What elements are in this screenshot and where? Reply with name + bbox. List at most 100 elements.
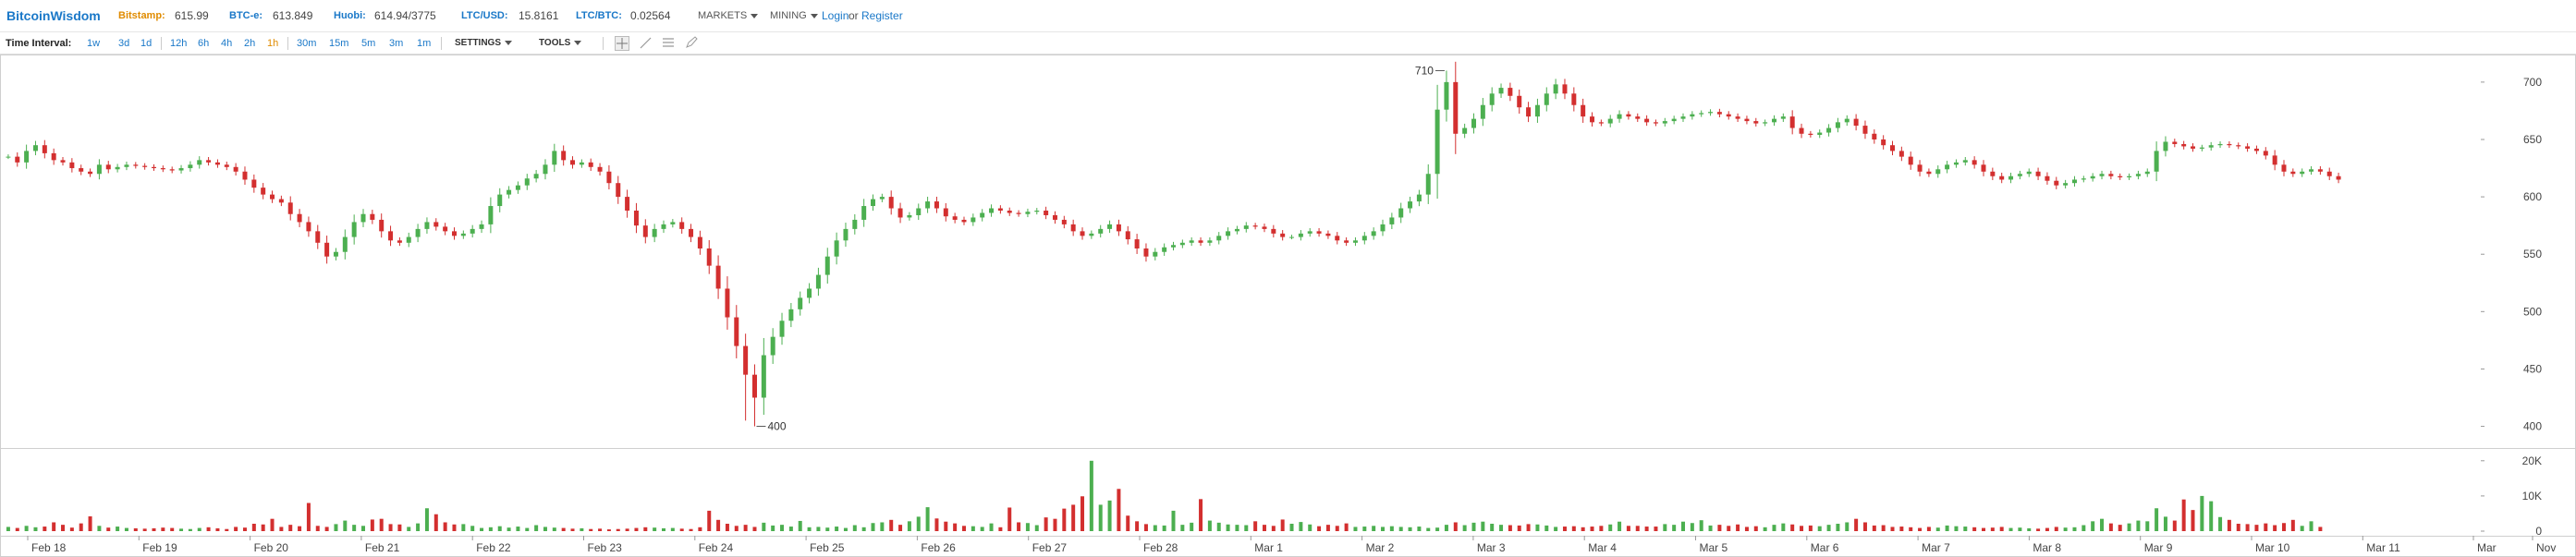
candle-body <box>1389 217 1395 224</box>
volume-bar <box>2300 526 2304 531</box>
candle-body <box>1990 171 1996 176</box>
horizontal-lines-icon <box>663 38 674 47</box>
candle-body <box>897 208 903 218</box>
candle-body <box>6 156 11 158</box>
pencil-tool-button[interactable] <box>685 36 700 51</box>
candle-body <box>1671 118 1677 122</box>
ticker-huobi-label[interactable]: Huobi: <box>334 10 366 21</box>
brand-logo[interactable]: BitcoinWisdom <box>6 8 101 23</box>
toolbar-divider <box>603 37 604 50</box>
mining-menu[interactable]: MINING <box>770 0 818 32</box>
volume-bar <box>1708 525 1713 531</box>
candle-body <box>1945 164 1950 170</box>
time-tick-label: Mar 5 <box>1700 541 1728 554</box>
line-tool-button[interactable] <box>639 36 653 51</box>
interval-12h[interactable]: 12h <box>170 38 188 49</box>
volume-bar <box>1017 522 1021 531</box>
candle-body <box>1234 228 1239 232</box>
volume-bar <box>1444 525 1448 531</box>
interval-3d[interactable]: 3d <box>118 38 130 49</box>
volume-bar <box>251 524 256 531</box>
interval-1h[interactable]: 1h <box>267 38 279 49</box>
candle-body <box>1189 240 1194 243</box>
candle-body <box>443 226 448 232</box>
candle-body <box>1735 116 1740 119</box>
volume-bar <box>1753 526 1758 531</box>
volume-bar <box>2155 508 2159 531</box>
interval-30m[interactable]: 30m <box>297 38 317 49</box>
interval-4h[interactable]: 4h <box>221 38 233 49</box>
volume-bar <box>780 525 785 531</box>
horizontal-lines-tool-button[interactable] <box>662 36 677 51</box>
ticker-ltcbtc-label[interactable]: LTC/BTC: <box>576 10 622 21</box>
candle-body <box>1690 114 1695 117</box>
interval-6h[interactable]: 6h <box>198 38 210 49</box>
candle-body <box>725 288 730 318</box>
chevron-down-icon <box>810 13 818 18</box>
candle-body <box>1881 139 1886 146</box>
volume-bar <box>33 527 38 531</box>
candle-body <box>1061 219 1067 224</box>
volume-bar <box>1344 523 1349 531</box>
volume-bar <box>643 527 648 531</box>
candle-body <box>1607 118 1613 124</box>
candle-body <box>2336 176 2341 180</box>
volume-bar <box>234 527 238 531</box>
volume-bar <box>616 528 620 531</box>
candle-body <box>989 208 995 213</box>
crosshair-tool-button[interactable] <box>615 36 629 51</box>
time-tick-label: Mar 1 <box>1254 541 1283 554</box>
volume-bar <box>898 525 903 531</box>
register-link[interactable]: Register <box>861 9 903 22</box>
volume-bar <box>2036 528 2041 531</box>
toolbar-divider <box>287 37 288 50</box>
ticker-ltcusd-label[interactable]: LTC/USD: <box>461 10 508 21</box>
interval-15m[interactable]: 15m <box>329 38 349 49</box>
volume-bar <box>1872 525 1876 531</box>
line-tool-icon <box>640 37 652 49</box>
volume-bar <box>1235 525 1239 531</box>
interval-5m[interactable]: 5m <box>361 38 376 49</box>
volume-bar <box>507 527 511 531</box>
volume-bar <box>534 525 539 531</box>
interval-1m[interactable]: 1m <box>417 38 432 49</box>
interval-1w[interactable]: 1w <box>87 38 101 49</box>
volume-bar <box>1918 527 1923 531</box>
candle-body <box>1016 212 1021 214</box>
candle-body <box>2017 174 2022 176</box>
volume-bar <box>152 527 156 531</box>
interval-1d[interactable]: 1d <box>140 38 153 49</box>
volume-bar <box>352 525 357 531</box>
volume-bar <box>1926 527 1931 531</box>
time-axis: Feb 18 Feb 19 Feb 20 Feb 21 Feb 22 Feb 23 Feb … <box>27 536 2556 554</box>
ticker-btce-label[interactable]: BTC-e: <box>229 10 263 21</box>
candle-body <box>51 152 56 161</box>
volume-bar <box>1699 520 1703 531</box>
volume-bar <box>1408 527 1412 531</box>
time-interval-label: Time Interval: <box>6 38 72 49</box>
interval-2h[interactable]: 2h <box>244 38 256 49</box>
volume-bar <box>2108 523 2113 531</box>
volume-bar <box>570 528 575 531</box>
volume-bar <box>1153 525 1157 531</box>
candle-body <box>1444 81 1449 110</box>
interval-3m[interactable]: 3m <box>389 38 404 49</box>
candle-body <box>1808 133 1813 136</box>
candle-body <box>1098 228 1104 234</box>
markets-menu[interactable]: MARKETS <box>698 0 759 32</box>
candle-body <box>115 166 120 170</box>
candle-body <box>2326 171 2332 176</box>
candle-body <box>2108 174 2114 176</box>
price-tick-label: 550 <box>2523 248 2542 260</box>
volume-bar <box>2127 523 2131 531</box>
tools-menu[interactable]: TOOLS <box>539 32 582 54</box>
login-link[interactable]: Login <box>822 9 849 22</box>
candle-body <box>96 164 102 175</box>
volume-bar <box>2254 525 2259 531</box>
ticker-bitstamp-label[interactable]: Bitstamp: <box>118 10 165 21</box>
candle-body <box>1534 104 1540 117</box>
settings-menu[interactable]: SETTINGS <box>455 32 513 54</box>
candle-body <box>2300 171 2305 175</box>
volume-bar <box>1471 522 1476 531</box>
